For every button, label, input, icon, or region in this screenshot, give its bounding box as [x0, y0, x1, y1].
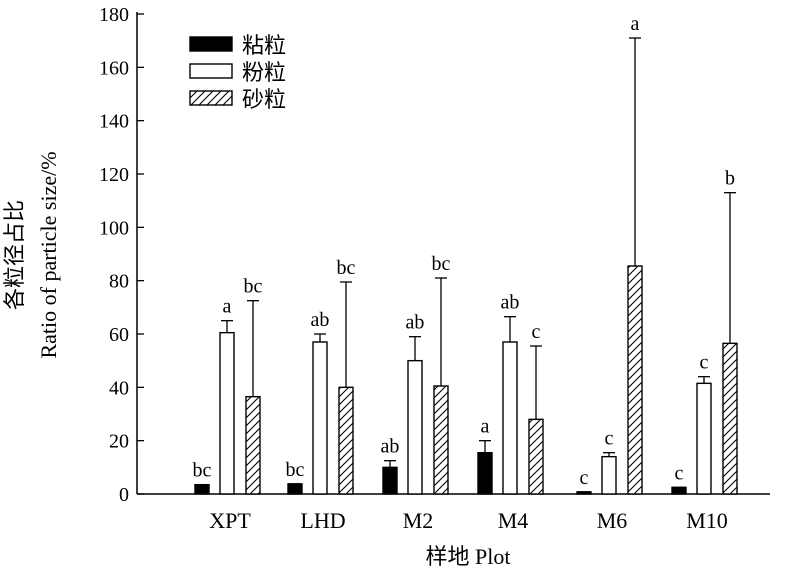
significance-letter: bc [337, 257, 356, 279]
bar [287, 483, 303, 495]
significance-letter: a [223, 296, 232, 318]
bar [312, 341, 328, 495]
significance-letter: c [580, 467, 589, 489]
significance-letter: ab [381, 436, 400, 458]
x-tick-label: M10 [686, 508, 728, 533]
bar [627, 265, 643, 495]
bar [338, 386, 354, 495]
significance-letter: bc [244, 276, 263, 298]
legend-label: 粘粒 [242, 33, 286, 58]
x-tick-label: XPT [209, 508, 251, 533]
x-tick-label: M2 [403, 508, 434, 533]
significance-letter: b [725, 168, 735, 190]
significance-letter: ab [501, 292, 520, 314]
y-tick-label: 40 [109, 377, 129, 399]
legend-swatch [189, 63, 233, 79]
y-axis-label-en: Ratio of particle size/% [36, 151, 61, 358]
y-tick-label: 120 [99, 164, 129, 186]
bar [601, 455, 617, 495]
x-axis-label: 样地 Plot [426, 544, 511, 569]
significance-letter: bc [193, 460, 212, 482]
bar [696, 382, 712, 495]
significance-letter: a [631, 13, 640, 35]
bar [219, 331, 235, 495]
significance-letter: c [675, 462, 684, 484]
bar [382, 466, 398, 495]
y-tick-label: 80 [109, 271, 129, 293]
legend-label: 砂粒 [242, 87, 286, 112]
y-tick-label: 60 [109, 324, 129, 346]
y-tick-label: 160 [99, 57, 129, 79]
bar [194, 483, 210, 495]
x-tick-label: LHD [300, 508, 345, 533]
bar [528, 418, 544, 495]
bar [433, 385, 449, 495]
significance-letter: a [481, 416, 490, 438]
y-tick-label: 0 [119, 484, 129, 506]
legend-label: 粉粒 [242, 60, 286, 85]
legend-swatch [189, 90, 233, 106]
legend-swatch [189, 36, 233, 52]
x-tick-label: M4 [498, 508, 529, 533]
bar [477, 451, 493, 495]
significance-letter: ab [311, 309, 330, 331]
y-tick-label: 20 [109, 431, 129, 453]
significance-letter: bc [286, 459, 305, 481]
significance-letter: c [700, 352, 709, 374]
significance-letter: bc [432, 253, 451, 275]
bar [407, 359, 423, 495]
y-tick-label: 140 [99, 111, 129, 133]
y-axis-label-cn: 各粒径占比 [2, 200, 27, 310]
bar [671, 486, 687, 495]
y-tick-label: 100 [99, 217, 129, 239]
bar [245, 395, 261, 495]
significance-letter: ab [406, 312, 425, 334]
x-tick-label: M6 [597, 508, 628, 533]
bar [502, 341, 518, 495]
significance-letter: c [532, 321, 541, 343]
significance-letter: c [605, 428, 614, 450]
bar [722, 342, 738, 495]
y-tick-label: 180 [99, 4, 129, 26]
